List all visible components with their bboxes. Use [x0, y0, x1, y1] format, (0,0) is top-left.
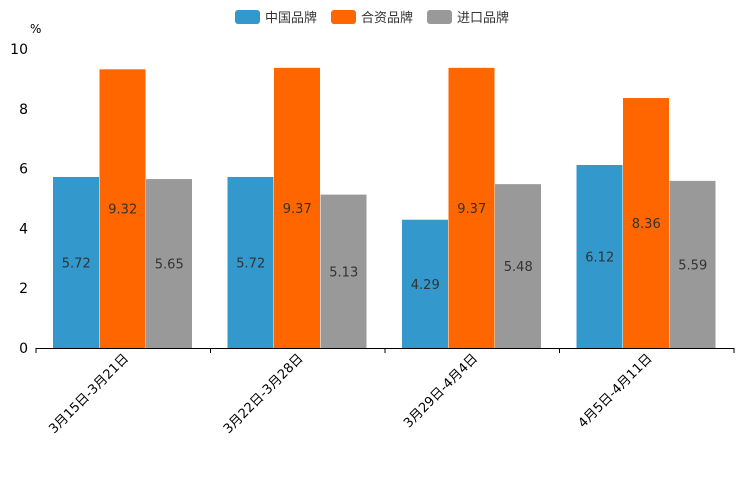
bar-joint-venture-brand [99, 69, 146, 348]
bar-imported-brand [320, 194, 367, 348]
y-tick-label: 6 [19, 162, 28, 178]
legend-item-imported-brand[interactable]: 进口品牌 [427, 7, 509, 26]
bar-joint-venture-brand [623, 98, 669, 348]
y-axis-unit-label: % [30, 22, 41, 36]
y-tick-label: 0 [19, 341, 28, 357]
bar-imported-brand [495, 184, 541, 348]
bar-value-label: 5.72 [62, 256, 91, 271]
legend-swatch-joint-venture-brand [330, 9, 356, 24]
legend-item-china-brand[interactable]: 中国品牌 [234, 7, 317, 26]
bar-joint-venture-brand [448, 67, 495, 348]
legend-item-joint-venture-brand[interactable]: 合资品牌 [330, 7, 413, 26]
y-tick-label: 8 [19, 102, 28, 118]
legend-label-imported-brand: 进口品牌 [457, 11, 510, 26]
bar-value-label: 9.37 [283, 202, 312, 217]
y-tick-label: 10 [10, 42, 28, 58]
x-category-label: 4月5日-4月11日 [576, 351, 656, 431]
bar-value-label: 5.13 [329, 265, 358, 280]
bar-value-label: 4.29 [411, 278, 440, 293]
legend-swatch-china-brand [234, 9, 260, 24]
bar-value-label: 5.48 [504, 260, 533, 275]
bar-value-label: 6.12 [585, 251, 614, 266]
bar-value-label: 9.37 [457, 202, 486, 217]
bar-value-label: 5.65 [155, 258, 184, 273]
bar-joint-venture-brand [274, 67, 320, 348]
legend-label-joint-venture-brand: 合资品牌 [360, 11, 413, 26]
y-tick-label: 4 [19, 221, 28, 237]
bar-value-label: 5.59 [678, 258, 707, 273]
bar-imported-brand [146, 179, 192, 348]
bar-value-label: 8.36 [632, 217, 661, 232]
x-category-label: 3月22日-3月28日 [221, 351, 307, 437]
x-category-label: 3月29日-4月4日 [401, 351, 481, 431]
bar-china-brand [576, 165, 623, 348]
bar-value-label: 5.72 [236, 256, 265, 271]
legend-label-china-brand: 中国品牌 [264, 11, 317, 26]
bar-china-brand [53, 176, 99, 348]
y-tick-label: 2 [19, 281, 28, 297]
legend-swatch-imported-brand [427, 9, 452, 24]
x-category-label: 3月15日-3月21日 [46, 351, 132, 437]
bar-imported-brand [669, 180, 716, 348]
bar-china-brand [402, 219, 448, 348]
bar-china-brand [227, 176, 274, 348]
legend: 中国品牌 合资品牌 进口品牌 [0, 7, 744, 26]
bar-value-label: 9.32 [108, 203, 137, 218]
